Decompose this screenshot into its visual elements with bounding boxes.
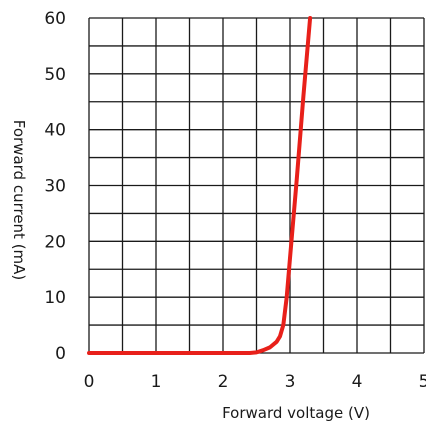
y-tick-label: 20 (44, 232, 66, 252)
x-tick-label: 5 (419, 372, 426, 392)
y-tick-label: 30 (44, 177, 66, 197)
x-tick-label: 2 (218, 372, 229, 392)
x-tick-label: 0 (84, 372, 95, 392)
x-tick-label: 1 (151, 372, 162, 392)
x-axis-label: Forward voltage (V) (222, 404, 370, 422)
x-tick-label: 4 (352, 372, 363, 392)
x-tick-label: 3 (285, 372, 296, 392)
chart-grid (88, 17, 425, 354)
y-tick-label: 0 (55, 344, 66, 364)
y-tick-label: 40 (44, 121, 66, 141)
series-line (87, 16, 313, 355)
y-tick-label: 60 (44, 9, 66, 29)
chart-series (87, 16, 313, 355)
y-axis-label: Forward current (mA) (10, 120, 28, 281)
y-tick-label: 50 (44, 65, 66, 85)
y-tick-label: 10 (44, 288, 66, 308)
